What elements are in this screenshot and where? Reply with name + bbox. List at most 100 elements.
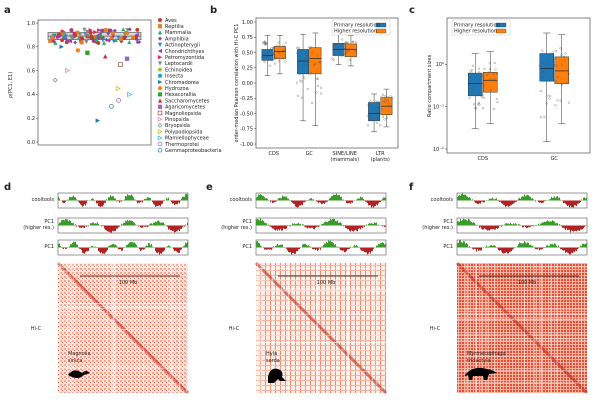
track-bar [261, 221, 262, 225]
track-bar [493, 245, 494, 247]
track-bar [561, 248, 562, 249]
track-bar [257, 197, 258, 201]
track-bar [105, 201, 106, 203]
legend-label-aves: Aves [165, 18, 177, 24]
track-bar [528, 243, 529, 248]
track-bar [292, 223, 293, 225]
track-bar [357, 226, 358, 232]
track-bar [498, 248, 499, 251]
panel-c-data-point [483, 97, 485, 99]
track-bar [85, 201, 86, 206]
species-name-epithet: tridactyla [467, 358, 491, 364]
track-bar [145, 226, 146, 227]
track-bar [563, 248, 564, 251]
track-bar [543, 201, 544, 203]
track-bar [559, 224, 560, 225]
track-bar [300, 224, 301, 226]
track-bar [465, 219, 466, 225]
track-bar [375, 223, 376, 226]
legend-marker [158, 124, 162, 128]
track-bar [260, 245, 261, 247]
track-bar [467, 221, 468, 226]
track-bar [382, 226, 383, 227]
hic-gap-column [260, 263, 261, 393]
track-bar [349, 201, 350, 203]
track-bar [348, 248, 349, 250]
track-bar [470, 198, 471, 200]
track-bar [337, 195, 338, 200]
track-bar [98, 224, 99, 225]
hic-gap-row [457, 309, 587, 310]
track-bar [335, 195, 336, 201]
track-bar [67, 219, 68, 225]
track-bar [139, 248, 140, 250]
panel-a-outlier [119, 63, 123, 67]
track-bar [72, 223, 73, 225]
track-bar [281, 198, 282, 200]
track-bar [503, 201, 504, 205]
track-bar [153, 201, 154, 205]
track-bar [283, 226, 284, 229]
track-bar [571, 226, 572, 231]
legend-label-chromadorea: Chromadorea [165, 80, 199, 86]
track-bar [334, 245, 335, 248]
panel-b-data-point [296, 82, 298, 84]
track-bar [168, 245, 169, 247]
track-bar [499, 201, 500, 202]
track-bar [312, 199, 313, 200]
track-bar [530, 245, 531, 248]
track-bar [564, 201, 565, 204]
track-bar [558, 245, 559, 247]
panel-a-ytick-label: 0.6 [27, 68, 35, 74]
track-bar [349, 226, 350, 231]
track-bar [297, 224, 298, 226]
track-bar [100, 248, 101, 254]
track-bar [58, 197, 59, 201]
track-bar [578, 248, 579, 249]
track-bar [151, 223, 152, 225]
track-bar [91, 246, 92, 248]
track-bar [144, 226, 145, 227]
hic-gap-row [256, 291, 386, 292]
track-bar [160, 248, 161, 254]
panel-b-ytick-label: 1.00 [242, 20, 253, 26]
track-bar [521, 243, 522, 247]
track-bar [146, 245, 147, 247]
track-bar [358, 226, 359, 229]
track-bar [503, 248, 504, 254]
track-bar [579, 226, 580, 231]
panel-c-legend-label: Higher resolution [454, 29, 497, 35]
track-bar [267, 248, 268, 250]
panel-b-data-point [385, 95, 387, 97]
track-bar [347, 201, 348, 204]
track-bar [554, 197, 555, 201]
track-bar [376, 245, 377, 247]
track-bar [313, 226, 314, 229]
track-bar [376, 201, 377, 205]
track-bar [466, 243, 467, 247]
track-bar [517, 246, 518, 247]
track-bar [584, 197, 585, 200]
hic-gap-column [143, 263, 144, 393]
track-bar [290, 248, 291, 253]
hic-gap-row [457, 296, 587, 297]
track-bar [134, 242, 135, 247]
legend-marker [158, 105, 162, 109]
track-bar [109, 197, 110, 200]
track-bar [474, 201, 475, 202]
track-bar [181, 199, 182, 201]
track-label: cooltools [230, 197, 253, 203]
track-bar [156, 248, 157, 253]
track-bar [539, 201, 540, 203]
track-bar [110, 226, 111, 233]
track-bar [553, 245, 554, 247]
track-bar [179, 226, 180, 232]
panel-a-point [122, 27, 126, 31]
track-bar [313, 248, 314, 250]
track-bar [86, 248, 87, 252]
track-bar [158, 201, 159, 206]
track-bar [539, 225, 540, 226]
track-label: PC1 [44, 244, 54, 250]
track-bar [130, 221, 131, 226]
